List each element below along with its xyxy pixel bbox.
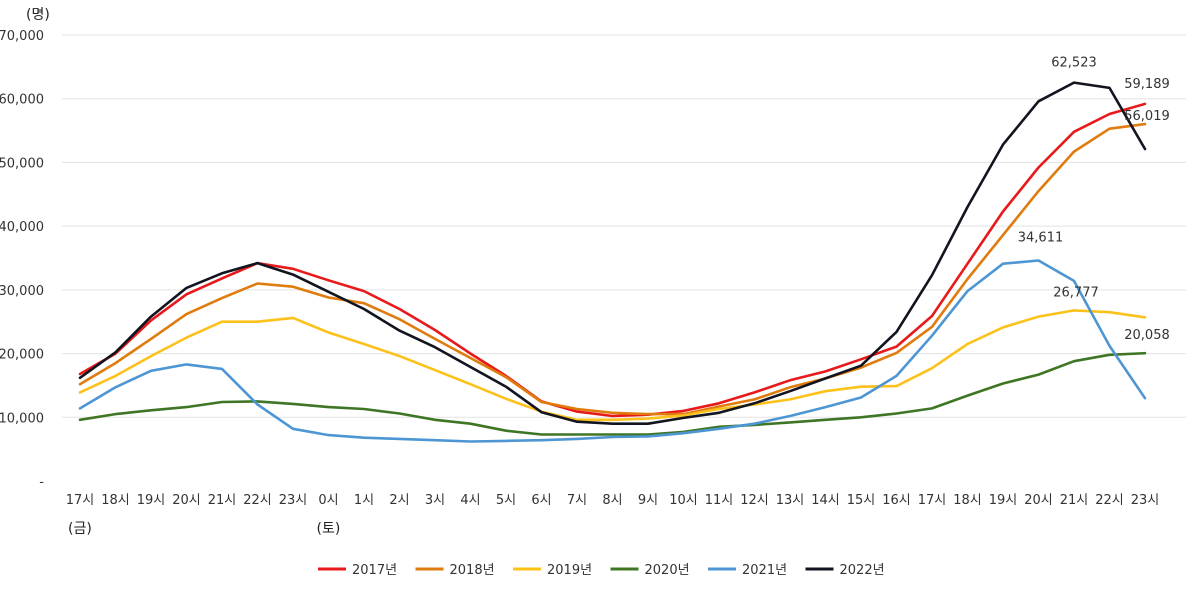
x-tick-label: 7시 <box>567 493 587 508</box>
day-label: (금) <box>68 521 92 537</box>
x-tick-label: 12시 <box>740 493 769 508</box>
legend-label-2018: 2018년 <box>450 563 495 578</box>
x-tick-label: 8시 <box>602 493 622 508</box>
day-label: (토) <box>317 521 341 537</box>
series-line-2017 <box>78 102 1147 418</box>
x-tick-label: 1시 <box>354 493 374 508</box>
series-line-2018 <box>78 122 1147 416</box>
y-tick-label: 50,000 <box>0 156 44 171</box>
x-tick-label: 23시 <box>1131 493 1160 508</box>
series-line-2021 <box>78 259 1147 443</box>
x-tick-label: 19시 <box>989 493 1018 508</box>
y-tick-label: 20,000 <box>0 348 44 363</box>
x-tick-label: 13시 <box>776 493 805 508</box>
data-label-2021: 34,611 <box>1018 230 1064 245</box>
y-axis-ticks: - 10,000 20,000 30,000 40,000 50,000 60,000 70,… <box>0 29 44 490</box>
x-tick-label: 17시 <box>918 493 947 508</box>
x-tick-label: 3시 <box>425 493 445 508</box>
x-tick-label: 22시 <box>1095 493 1124 508</box>
series-line-2020 <box>78 351 1147 436</box>
x-tick-label: 23시 <box>279 493 308 508</box>
x-tick-label: 2시 <box>389 493 409 508</box>
x-tick-label: 17시 <box>66 493 95 508</box>
x-tick-label: 4시 <box>460 493 480 508</box>
legend-label-2020: 2020년 <box>645 563 690 578</box>
x-tick-label: 21시 <box>208 493 237 508</box>
x-tick-label: 0시 <box>318 493 338 508</box>
x-tick-label: 14시 <box>811 493 840 508</box>
x-tick-label: 5시 <box>496 493 516 508</box>
data-label-2022: 62,523 <box>1051 56 1097 71</box>
y-tick-label: - <box>39 475 44 490</box>
x-tick-label: 6시 <box>531 493 551 508</box>
x-tick-label: 11시 <box>705 493 734 508</box>
x-tick-label: 20시 <box>1024 493 1053 508</box>
y-tick-label: 70,000 <box>0 29 44 44</box>
y-unit-label: (명) <box>26 7 50 23</box>
x-tick-label: 21시 <box>1060 493 1089 508</box>
x-tick-label: 18시 <box>953 493 982 508</box>
legend-label-2022: 2022년 <box>840 563 885 578</box>
data-label-2018: 56,019 <box>1124 109 1170 124</box>
x-axis-ticks: 17시 18시 19시 20시 21시 22시 23시 0시 1시 2시 3시 4시 5시 6시 7시 8시 9… <box>66 493 1160 537</box>
y-tick-label: 40,000 <box>0 220 44 235</box>
data-label-2020: 20,058 <box>1124 328 1170 343</box>
x-tick-label: 20시 <box>172 493 201 508</box>
x-tick-label: 18시 <box>101 493 130 508</box>
legend: 2017년 2018년 2019년 2020년 2021년 2022년 <box>318 563 885 578</box>
y-tick-label: 30,000 <box>0 284 44 299</box>
x-tick-label: 16시 <box>882 493 911 508</box>
gridlines <box>62 34 1186 418</box>
x-tick-label: 15시 <box>847 493 876 508</box>
legend-label-2021: 2021년 <box>742 563 787 578</box>
x-tick-label: 10시 <box>669 493 698 508</box>
x-tick-label: 9시 <box>638 493 658 508</box>
legend-label-2017: 2017년 <box>352 563 397 578</box>
data-label-2017: 59,189 <box>1124 77 1170 92</box>
series-lines <box>78 81 1147 443</box>
series-line-2022 <box>78 81 1147 426</box>
x-tick-label: 22시 <box>243 493 272 508</box>
data-label-2019: 26,777 <box>1053 285 1099 300</box>
series-line-2019 <box>78 309 1147 422</box>
data-labels: 62,523 59,189 56,019 34,611 26,777 20,058 <box>1018 56 1170 344</box>
legend-label-2019: 2019년 <box>547 563 592 578</box>
y-tick-label: 10,000 <box>0 411 44 426</box>
y-tick-label: 60,000 <box>0 93 44 108</box>
x-tick-label: 19시 <box>137 493 166 508</box>
